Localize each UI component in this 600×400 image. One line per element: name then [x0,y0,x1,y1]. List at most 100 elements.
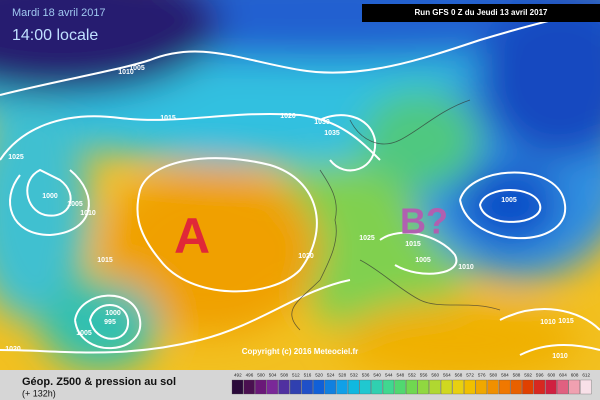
color-swatch [289,379,302,395]
colorbar-tick-label: 500 [257,373,265,378]
isobar-label: 1025 [359,235,375,242]
colorbar-tick-label: 576 [478,373,486,378]
colorbar-tick-label: 496 [246,373,254,378]
colorbar-tick-label: 544 [385,373,393,378]
colorbar-tick-label: 492 [234,373,242,378]
color-swatch [266,379,279,395]
color-swatch [406,379,418,395]
colorbar-tick-label: 584 [501,373,509,378]
background [0,0,600,370]
colorbar-tick-label: 556 [420,373,428,378]
color-swatch [522,379,534,395]
color-swatch [429,379,441,395]
color-swatch [580,379,592,395]
footer-title: Géop. Z500 & pression au sol [22,376,176,388]
color-swatch [417,379,429,395]
date: Mardi 18 avril 2017 [12,7,106,19]
isobar-label: 1005 [501,197,517,204]
isobar-label: 1035 [324,130,340,137]
colorbar-tick-label: 552 [408,373,416,378]
colorbar-tick-label: 592 [524,373,532,378]
isobar-label: 1005 [76,330,92,337]
colorbar-tick-label: 560 [431,373,439,378]
isobar-label: 1020 [5,346,21,353]
color-swatch [359,379,371,395]
color-swatch [231,379,244,395]
color-swatch [533,379,546,395]
run-text: Run GFS 0 Z du Jeudi 13 avril 2017 [415,8,548,17]
colorbar-tick-label: 520 [315,373,323,378]
colorbar-tick-label: 540 [373,373,381,378]
colorbar-tick-label: 512 [292,373,300,378]
color-swatch [371,379,383,395]
colorbar-tick-label: 536 [362,373,370,378]
colorbar-tick-label: 516 [304,373,312,378]
low-label: B? [400,201,448,242]
colorbar-tick-label: 580 [489,373,497,378]
colorbar-tick-label: 572 [466,373,474,378]
colorbar-tick-label: 508 [280,373,288,378]
colorbar-tick-label: 600 [548,373,556,378]
color-swatch [278,379,290,395]
isobar-label: 1015 [97,257,113,264]
colorbar-tick-label: 588 [513,373,521,378]
color-swatch [475,379,488,395]
isobar-label: 1020 [280,113,296,120]
high-label: A [174,208,210,264]
isobar-label: 1010 [540,319,556,326]
colorbar-tick-label: 604 [559,373,567,378]
color-swatch [487,379,499,395]
color-swatch [255,379,267,395]
copyright: Copyright (c) 2016 Meteociel.fr [242,347,358,356]
color-swatch [394,379,406,395]
isobar-label: 1010 [552,353,568,360]
colorbar-tick-label: 564 [443,373,451,378]
colorbar-tick-label: 548 [397,373,405,378]
colorbar-tick-label: 612 [582,373,590,378]
color-swatch [510,379,522,395]
isobar-label: 1005 [67,201,83,208]
isobar-label: 1010 [458,264,474,271]
isobar-label: 1015 [558,318,574,325]
isobar-label: 1020 [298,253,314,260]
colorbar-tick-label: 568 [455,373,463,378]
isobar-label: 995 [104,319,116,326]
color-swatch [301,379,313,395]
colorbar-tick-label: 596 [536,373,544,378]
color-swatch [243,379,255,395]
isobar-label: 1030 [314,119,330,126]
run-banner [362,4,600,22]
isobar-label: 1005 [129,65,145,72]
footer-lead: (+ 132h) [22,388,56,398]
colorbar-tick-label: 532 [350,373,358,378]
color-swatch [545,379,557,395]
isobar-label: 1015 [405,241,421,248]
color-swatch [557,379,569,395]
color-swatch [440,379,453,395]
time: 14:00 locale [12,27,98,44]
color-swatch [324,379,337,395]
color-swatch [464,379,476,395]
color-swatch [452,379,464,395]
color-swatch [568,379,580,395]
color-swatch [347,379,360,395]
isobar-label: 1005 [415,257,431,264]
isobar-label: 1000 [42,193,58,200]
isobar-label: 1025 [8,154,24,161]
isobar-label: 1000 [105,310,121,317]
colorbar: 492 496 500 504 508 512 516 520 524 528 532 536 540 5… [231,373,592,395]
color-swatch [313,379,325,395]
isobar-label: 1015 [160,115,176,122]
isobar-label: 1010 [80,210,96,217]
color-swatch [382,379,395,395]
color-swatch [498,379,511,395]
colorbar-tick-label: 608 [571,373,579,378]
colorbar-tick-label: 528 [338,373,346,378]
color-swatch [336,379,348,395]
coastlines [291,99,501,331]
colorbar-tick-label: 524 [327,373,335,378]
colorbar-tick-label: 504 [269,373,277,378]
isobar-label: 1010 [118,69,134,76]
